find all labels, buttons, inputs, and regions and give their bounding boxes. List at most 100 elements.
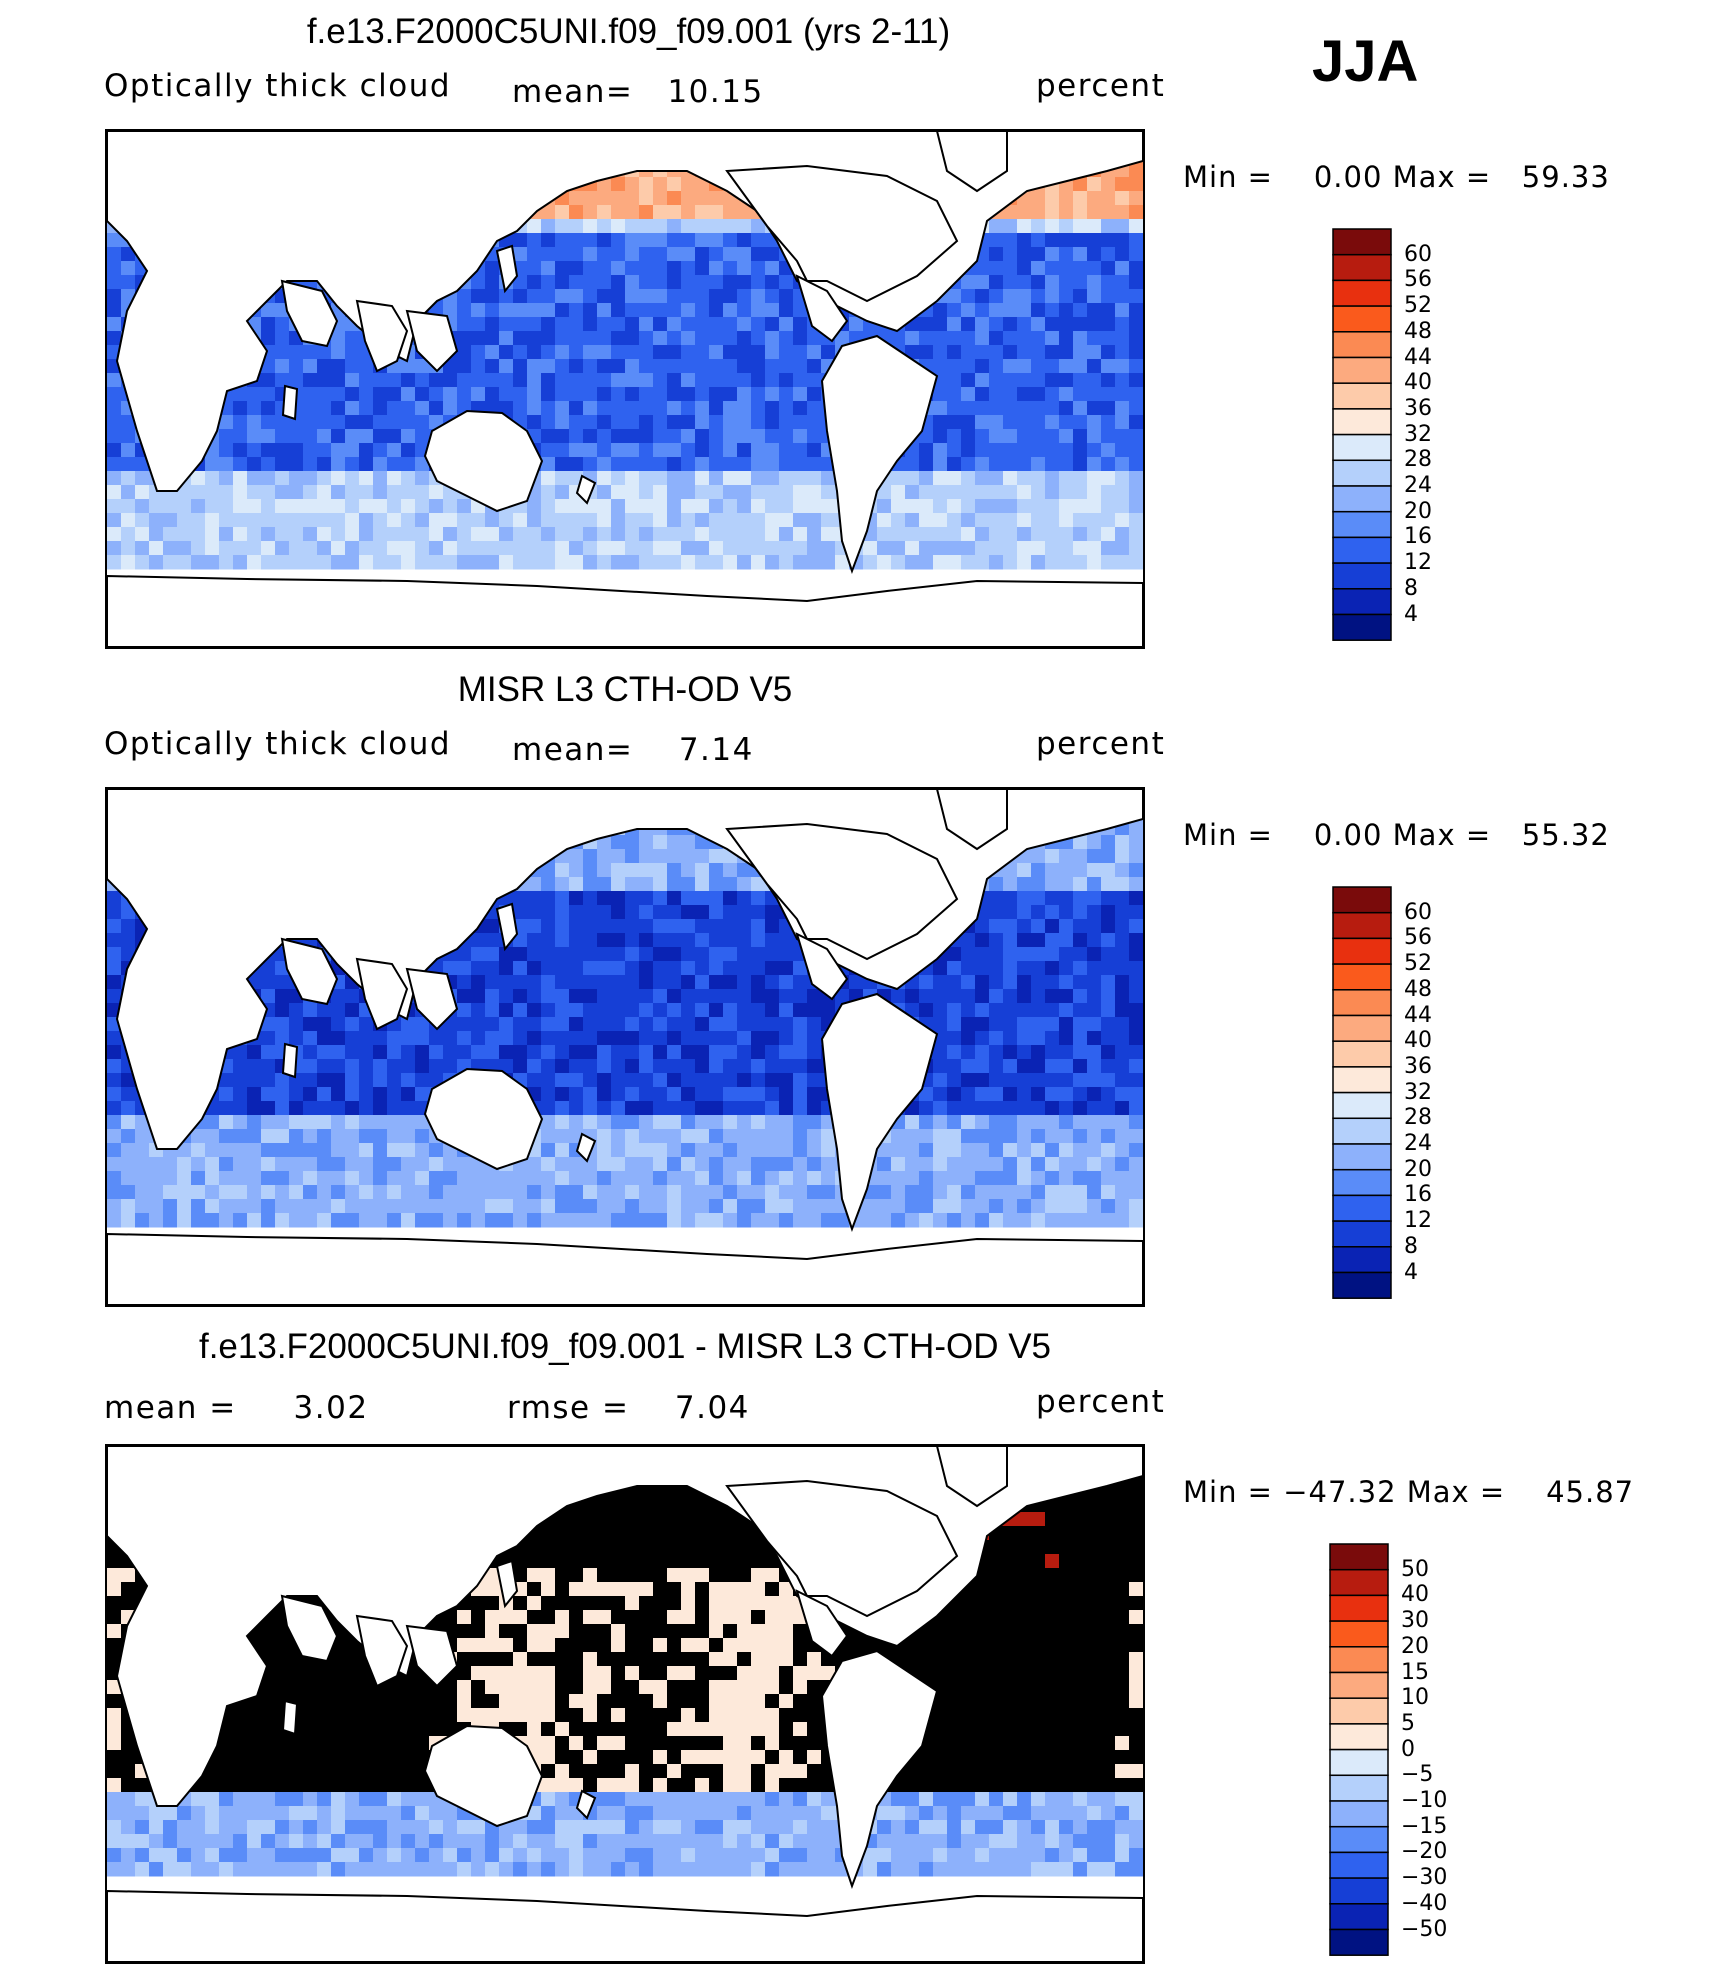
- max-value: 59.33: [1521, 160, 1610, 194]
- color-bar-tick-label: 15: [1401, 1659, 1429, 1685]
- color-bar-box: [1332, 536, 1392, 564]
- color-bar-tick-label: 56: [1404, 925, 1432, 951]
- color-bar-box: [1332, 1194, 1392, 1222]
- color-bar-tick-label: 24: [1404, 1131, 1432, 1156]
- units-label: percent: [1036, 726, 1166, 762]
- color-bar-tick-label: −50: [1401, 1916, 1448, 1942]
- color-bar-tick-label: 28: [1404, 447, 1432, 473]
- color-bar-box: [1332, 613, 1392, 641]
- color-bar-tick-label: 0: [1401, 1736, 1415, 1762]
- diff-mean-label: mean = 3.02: [104, 1390, 369, 1426]
- color-bar-tick-label: 52: [1404, 293, 1432, 319]
- min-value: 0.00: [1313, 160, 1383, 194]
- color-bar-tick-label: 28: [1404, 1105, 1432, 1131]
- color-bar-box: [1332, 1220, 1392, 1248]
- color-bar-tick-label: 32: [1404, 421, 1432, 447]
- color-bar-box: [1329, 1800, 1389, 1828]
- units-label: percent: [1036, 1384, 1166, 1420]
- color-bar-box: [1332, 1271, 1392, 1299]
- color-bar-box: [1332, 459, 1392, 487]
- color-bar-tick-label: 44: [1404, 1002, 1432, 1028]
- panel-title: MISR L3 CTH-OD V5: [457, 670, 793, 709]
- min-max-readout: Min = 0.00 Max = 55.32: [1183, 818, 1610, 852]
- color-bar-box: [1332, 279, 1392, 307]
- color-bar-tick-label: 12: [1404, 550, 1432, 576]
- color-bar-box: [1329, 1903, 1389, 1931]
- min-max-readout: Min = 0.00 Max = 59.33: [1183, 160, 1610, 194]
- color-bar-box: [1329, 1851, 1389, 1879]
- color-bar-box: [1332, 937, 1392, 965]
- color-bar-box: [1332, 963, 1392, 991]
- color-bar-tick-label: 16: [1404, 524, 1432, 550]
- color-bar-tick-label: 48: [1404, 976, 1432, 1002]
- color-bar-box: [1332, 1066, 1392, 1094]
- color-bar-box: [1332, 433, 1392, 462]
- color-bar-box: [1332, 1014, 1392, 1042]
- color-bar-box: [1329, 1671, 1389, 1699]
- color-bar-tick-label: 52: [1404, 951, 1432, 977]
- color-bar-tick-label: 10: [1401, 1685, 1429, 1711]
- color-bar-tick-label: 56: [1404, 267, 1432, 293]
- color-bar-box: [1332, 886, 1392, 914]
- color-bar-box: [1329, 1646, 1389, 1674]
- color-bar-tick-label: 12: [1404, 1208, 1432, 1234]
- color-bar-box: [1332, 485, 1392, 513]
- mean-value: 10.15: [667, 74, 764, 110]
- color-bar-box: [1329, 1774, 1389, 1802]
- color-bar-tick-label: 44: [1404, 344, 1432, 370]
- season-label: JJA: [1312, 29, 1419, 94]
- color-bar-tick-label: 60: [1404, 241, 1432, 267]
- color-bar-box: [1332, 911, 1392, 940]
- color-bar-tick-label: −15: [1401, 1813, 1448, 1839]
- color-bar-box: [1332, 1168, 1392, 1197]
- color-bar-tick-label: 40: [1401, 1582, 1429, 1608]
- color-bar-box: [1332, 1091, 1392, 1120]
- rmse-value: 7.04: [674, 1390, 750, 1426]
- color-bar-tick-label: 8: [1404, 575, 1418, 601]
- color-bar-tick-label: −5: [1401, 1762, 1434, 1788]
- color-bar-tick-label: −20: [1401, 1839, 1448, 1865]
- color-bar-tick-label: 50: [1401, 1556, 1429, 1582]
- color-bar-tick-label: 40: [1404, 1028, 1432, 1054]
- color-bar-box: [1329, 1825, 1389, 1854]
- color-bar-box: [1332, 1117, 1392, 1145]
- min-max-readout: Min = −47.32 Max = 45.87: [1183, 1475, 1635, 1509]
- color-bar-box: [1332, 1040, 1392, 1068]
- color-bar-box: [1332, 510, 1392, 539]
- color-bar-box: [1332, 1246, 1392, 1274]
- color-bar-tick-label: 5: [1401, 1710, 1415, 1736]
- mean-label: mean= 10.15: [512, 74, 764, 110]
- color-bar-box: [1329, 1877, 1389, 1905]
- color-bar-box: [1329, 1697, 1389, 1725]
- color-bar-tick-label: 60: [1404, 899, 1432, 925]
- panel-title: f.e13.F2000C5UNI.f09_f09.001 (yrs 2-11): [306, 12, 951, 51]
- color-bar-box: [1332, 331, 1392, 359]
- color-bar-tick-label: 4: [1404, 1259, 1418, 1285]
- color-bar-tick-label: 20: [1401, 1633, 1429, 1659]
- color-bar-box: [1332, 356, 1392, 384]
- color-bar-box: [1329, 1748, 1389, 1777]
- min-value: −47.32: [1283, 1475, 1397, 1509]
- color-bar-box: [1332, 253, 1392, 282]
- color-bar-box: [1332, 989, 1392, 1017]
- variable-label: Optically thick cloud: [104, 726, 452, 762]
- map-panel: [105, 129, 1145, 649]
- color-bar-box: [1332, 408, 1392, 436]
- mean-value: 7.14: [678, 732, 754, 768]
- max-value: 45.87: [1546, 1475, 1635, 1509]
- color-bar-box: [1329, 1543, 1389, 1571]
- color-bar-box: [1332, 562, 1392, 590]
- color-bar-box: [1332, 228, 1392, 256]
- color-bar-box: [1332, 588, 1392, 616]
- color-bar-tick-label: 36: [1404, 395, 1432, 421]
- color-bar-tick-label: −10: [1401, 1788, 1448, 1813]
- variable-label: Optically thick cloud: [104, 68, 452, 104]
- color-bar-box: [1329, 1620, 1389, 1648]
- color-bar-tick-label: 8: [1404, 1233, 1418, 1259]
- color-bar-box: [1329, 1594, 1389, 1622]
- color-bar-box: [1332, 305, 1392, 333]
- color-bar-tick-label: −30: [1401, 1865, 1448, 1891]
- color-bar-tick-label: 24: [1404, 473, 1432, 498]
- color-bar-box: [1329, 1568, 1389, 1597]
- color-bar-tick-label: 16: [1404, 1182, 1432, 1208]
